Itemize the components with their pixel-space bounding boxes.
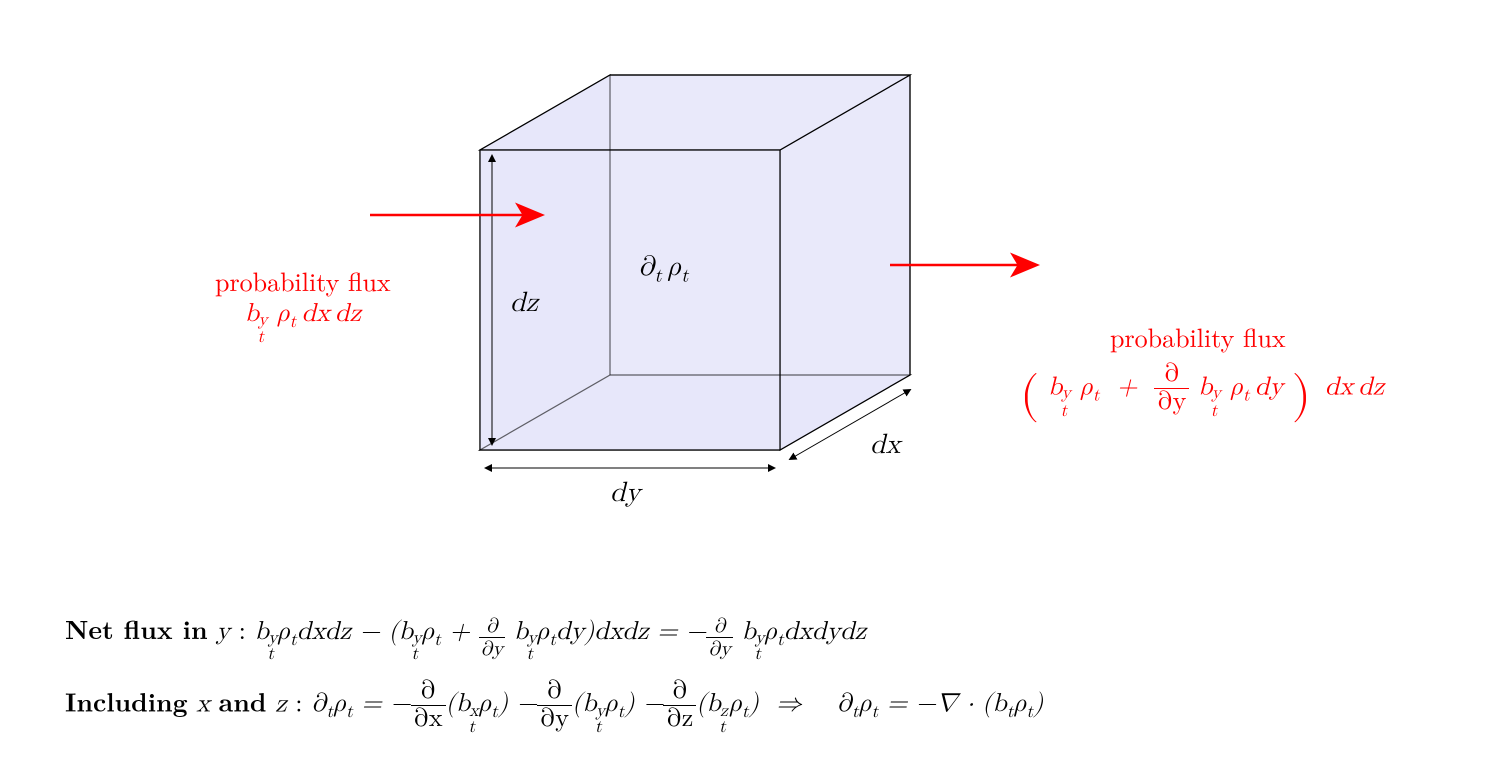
flux-left-expr: byt ρt dx dz [215,299,391,333]
flux-left-label: probability flux byt ρt dx dz [215,262,391,333]
eq-including: Including x and z : ∂tρt = −∂∂x(bxtρt) −… [65,678,1043,734]
eq-net-flux: Net flux in y : bytρtdxdz − (bytρt + ∂∂y… [65,610,1043,660]
dy-label: dy [610,476,640,510]
flux-right-title: probability flux [1020,318,1384,355]
equations-block: Net flux in y : bytρtdxdz − (bytρt + ∂∂y… [65,610,1043,751]
flux-right-label: probability flux ( byt ρt + ∂∂y byt ρt d… [1020,318,1384,425]
dz-label: dz [510,286,538,320]
center-label: ∂t ρt [638,250,689,288]
flux-right-expr: ( byt ρt + ∂∂y byt ρt dy ) dx dz [1020,361,1384,425]
dx-label: dx [870,428,900,462]
flux-left-title: probability flux [215,262,391,299]
diagram-container: ∂t ρt dz dy dx probability flux byt ρt d… [20,20,1486,763]
